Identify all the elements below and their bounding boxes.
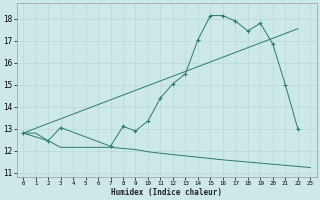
X-axis label: Humidex (Indice chaleur): Humidex (Indice chaleur)	[111, 188, 222, 197]
